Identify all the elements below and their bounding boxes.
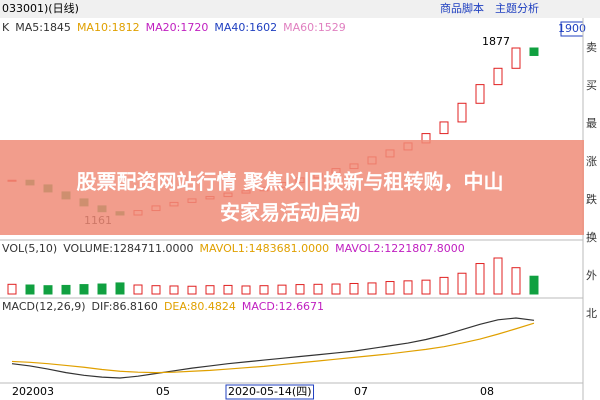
x-label: 2020-05-14(四): [228, 385, 312, 398]
banner-line: 股票配资网站行情 聚焦以旧换新与租转购，中山: [77, 170, 504, 194]
volume-bar: [313, 283, 323, 295]
top-bar: [0, 0, 600, 18]
legend-item: DIF:86.8160: [92, 300, 158, 313]
volume-bar: [493, 257, 503, 295]
volume-bar: [367, 282, 377, 295]
volume-bar: [169, 285, 179, 295]
legend-item: MA40:1602: [214, 21, 277, 34]
x-label: 05: [156, 385, 170, 398]
sidebar-item: 北: [586, 307, 597, 320]
candle: [511, 47, 521, 69]
legend-item: MAVOL1:1483681.0000: [199, 242, 329, 255]
legend-item: DEA:80.4824: [164, 300, 236, 313]
volume-bar: [277, 284, 287, 295]
sidebar-item: 涨: [586, 155, 597, 168]
volume-bar: [241, 285, 251, 295]
x-label: 202003: [12, 385, 54, 398]
legend-item: VOL(5,10): [2, 242, 57, 255]
price-box-text: 1900: [558, 22, 586, 35]
volume-bar: [331, 283, 341, 295]
legend-item: MA60:1529: [283, 21, 346, 34]
sidebar-item: 跌: [586, 192, 597, 206]
volume-bar: [25, 284, 35, 295]
volume-bar: [79, 284, 89, 295]
candle: [475, 84, 485, 104]
sidebar-item: 外: [586, 269, 597, 282]
sidebar: [584, 40, 600, 400]
legend-item: MA5:1845: [15, 21, 71, 34]
legend-item: VOLUME:1284711.0000: [63, 242, 193, 255]
legend-item: K: [2, 21, 10, 34]
sidebar-item: 最: [586, 117, 597, 130]
volume-bar: [403, 280, 413, 295]
volume-bar: [151, 285, 161, 295]
banner: [0, 140, 600, 235]
high-label: 1877: [482, 35, 510, 48]
macd-line: [11, 317, 535, 379]
legend-item: MAVOL2:1221807.8000: [335, 242, 465, 255]
candle: [457, 102, 467, 123]
candle: [493, 67, 503, 86]
volume-bar: [7, 283, 17, 295]
volume-bar: [97, 283, 107, 295]
volume-bar: [457, 272, 467, 295]
candle: [439, 121, 449, 135]
volume-bar: [295, 284, 305, 295]
volume-bar: [205, 285, 215, 295]
legend-item: MA10:1812: [77, 21, 140, 34]
volume-bar: [385, 281, 395, 295]
x-label: 08: [480, 385, 494, 398]
symbol: 033001)(日线): [2, 1, 79, 15]
volume-bar: [439, 276, 449, 295]
volume-bar: [133, 284, 143, 295]
volume-bar: [421, 279, 431, 295]
x-label: 07: [354, 385, 368, 398]
banner-line: 安家易活动启动: [220, 201, 360, 225]
volume-bar: [259, 285, 269, 295]
volume-bar: [349, 282, 359, 295]
volume-bar: [223, 284, 233, 295]
button[interactable]: 商品脚本: [440, 1, 484, 15]
candle: [529, 47, 539, 56]
volume-bar: [187, 285, 197, 295]
volume-bar: [511, 267, 521, 295]
button[interactable]: 主题分析: [495, 1, 539, 15]
sidebar-item: 换: [586, 230, 597, 244]
volume-bar: [115, 282, 125, 295]
macd-line: [11, 322, 535, 374]
volume-bar: [475, 263, 485, 295]
sidebar-item: 买: [586, 79, 597, 92]
legend-item: MA20:1720: [146, 21, 209, 34]
cursor-box: [225, 384, 315, 400]
legend-item: MACD:12.6671: [242, 300, 324, 313]
sidebar-item: 卖: [586, 41, 597, 54]
volume-bar: [529, 275, 539, 295]
legend-item: MACD(12,26,9): [2, 300, 86, 313]
volume-bar: [61, 284, 71, 295]
volume-bar: [43, 285, 53, 295]
